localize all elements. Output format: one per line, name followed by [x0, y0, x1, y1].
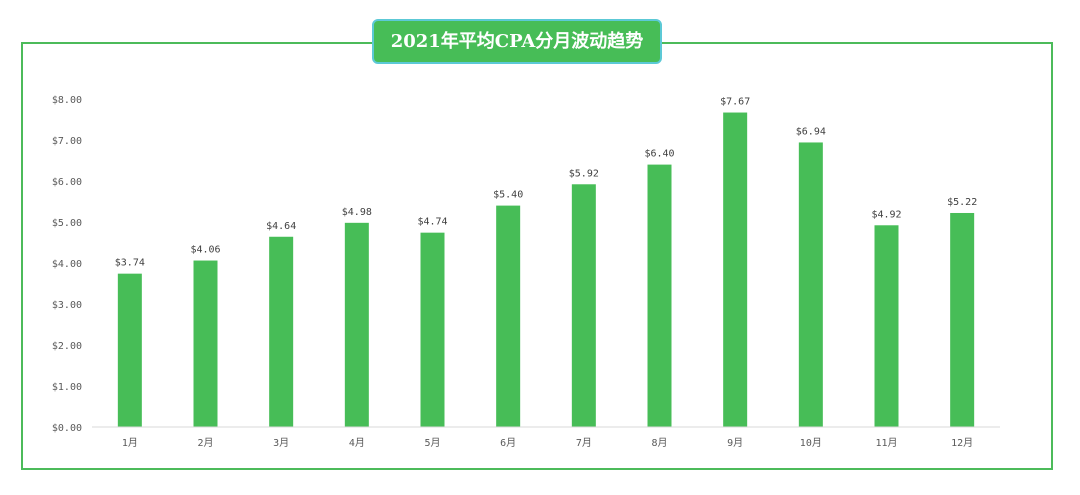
- data-label: $5.22: [947, 197, 977, 208]
- x-tick-label: 10月: [800, 437, 822, 449]
- bar: [344, 222, 369, 427]
- data-label: $4.06: [190, 245, 220, 256]
- bar: [874, 225, 899, 427]
- data-label: $4.92: [871, 209, 901, 220]
- x-tick-label: 4月: [349, 437, 365, 449]
- y-tick-label: $5.00: [52, 218, 82, 229]
- x-tick-label: 7月: [576, 437, 592, 449]
- y-tick-label: $7.00: [52, 136, 82, 147]
- data-label: $5.40: [493, 190, 523, 201]
- x-axis: 1月 2月 3月 4月 5月 6月 7月 8月 9月 10月 11月 12月: [92, 426, 1000, 449]
- data-label: $5.92: [569, 168, 599, 179]
- bar: [193, 260, 218, 427]
- x-tick-label: 2月: [197, 437, 213, 449]
- y-tick-label: $1.00: [52, 382, 82, 393]
- y-tick-label: $2.00: [52, 341, 82, 352]
- bar: [269, 236, 294, 427]
- bar: [723, 112, 748, 427]
- x-tick-label: 6月: [500, 437, 516, 449]
- bar: [496, 205, 521, 427]
- data-label: $6.40: [644, 149, 674, 160]
- data-label: $4.74: [417, 217, 447, 228]
- y-tick-label: $6.00: [52, 177, 82, 188]
- data-label: $7.67: [720, 97, 750, 108]
- bar: [571, 184, 596, 427]
- bar: [798, 142, 823, 427]
- bar: [117, 273, 142, 427]
- y-axis: $0.00 $1.00 $2.00 $3.00 $4.00 $5.00 $6.00 $7.00…: [52, 95, 82, 434]
- x-tick-label: 9月: [727, 437, 743, 449]
- y-tick-label: $0.00: [52, 423, 82, 434]
- y-tick-label: $3.00: [52, 300, 82, 311]
- y-tick-label: $4.00: [52, 259, 82, 270]
- data-label: $4.98: [342, 207, 372, 218]
- x-tick-label: 12月: [951, 437, 973, 449]
- x-tick-label: 8月: [651, 437, 667, 449]
- y-tick-label: $8.00: [52, 95, 82, 106]
- chart-title: 2021年平均CPA分月波动趋势: [372, 19, 662, 64]
- x-tick-label: 11月: [875, 437, 897, 449]
- data-label: $6.94: [796, 126, 826, 137]
- bar: [950, 212, 975, 427]
- x-tick-label: 1月: [122, 437, 138, 449]
- data-labels: $3.74 $4.06 $4.64 $4.98 $4.74 $5.40 $5.92 $6.40…: [115, 97, 977, 269]
- data-label: $3.74: [115, 258, 145, 269]
- bar: [647, 164, 672, 427]
- bars: [117, 112, 975, 427]
- bar: [420, 232, 445, 427]
- x-tick-label: 5月: [424, 437, 440, 449]
- x-tick-label: 3月: [273, 437, 289, 449]
- data-label: $4.64: [266, 221, 296, 232]
